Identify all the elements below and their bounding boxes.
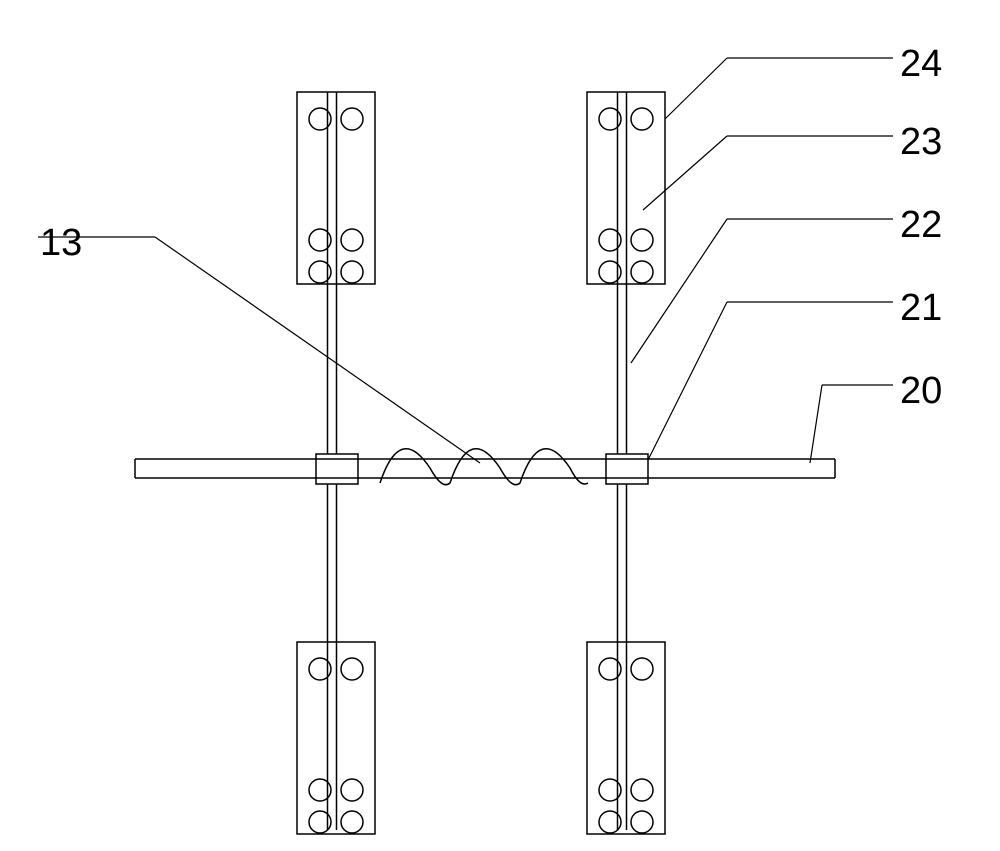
callout-label: 24 [900,43,942,85]
callout-label: 22 [900,204,942,246]
callout-label: 20 [900,370,942,412]
callout-label: 13 [40,222,82,264]
callout-label: 23 [900,121,942,163]
callout-label: 21 [900,287,942,329]
